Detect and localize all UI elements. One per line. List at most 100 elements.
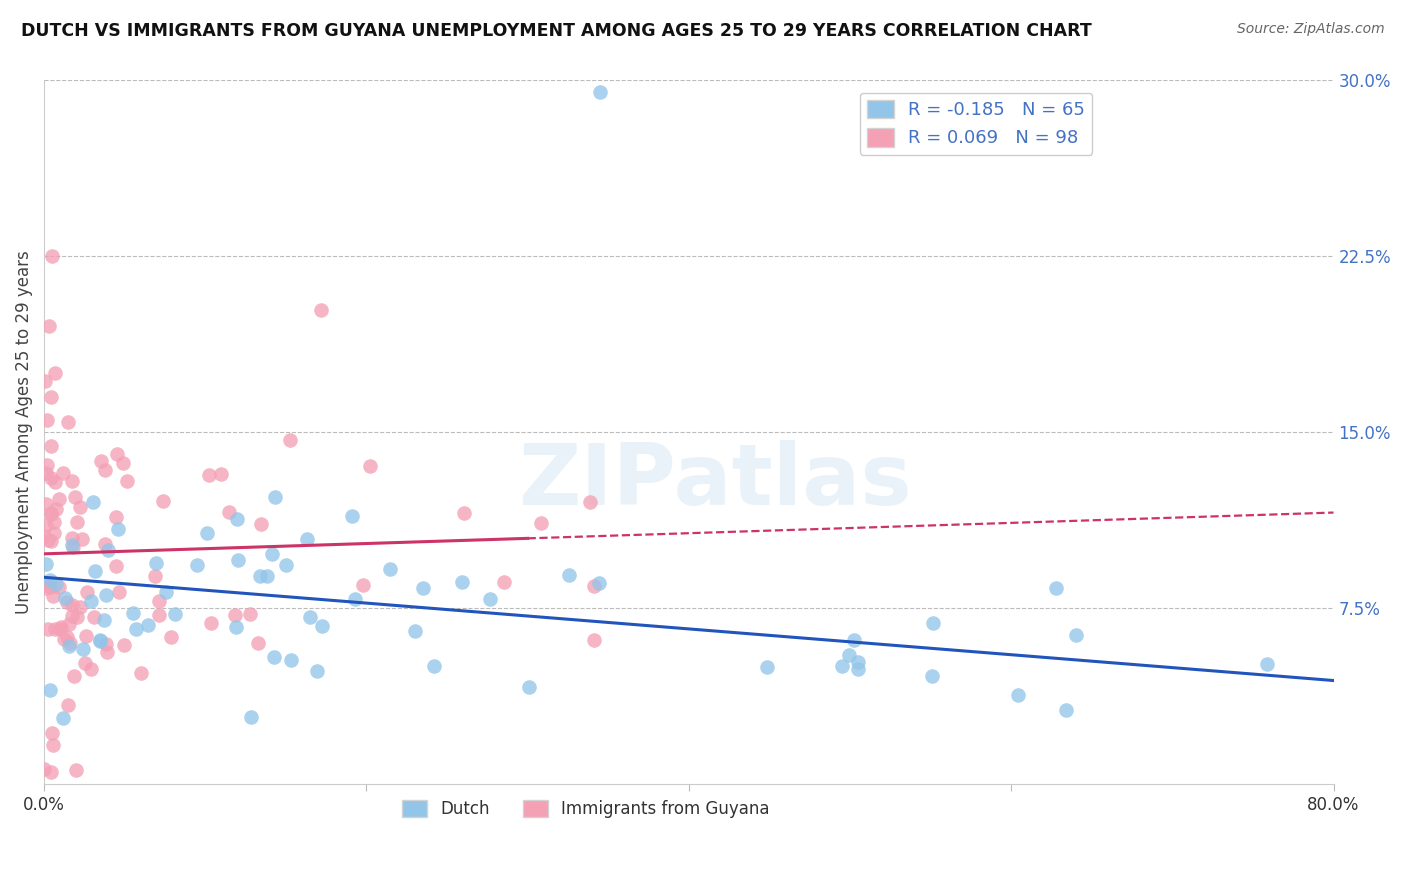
Point: [589, 85, 612, 99]
Point: [307, 664, 329, 678]
Legend: Dutch, Immigrants from Guyana: Dutch, Immigrants from Guyana: [395, 793, 776, 825]
Point: [58, 698, 80, 712]
Point: [39, 534, 62, 549]
Point: [93, 613, 115, 627]
Point: [37, 622, 59, 636]
Point: [453, 506, 475, 520]
Point: [195, 525, 218, 540]
Point: [83, 610, 105, 624]
Point: [582, 579, 605, 593]
Point: [423, 658, 446, 673]
Point: [65, 764, 87, 778]
Point: [73, 656, 96, 670]
Point: [89, 634, 111, 648]
Point: [209, 467, 232, 481]
Point: [412, 581, 434, 595]
Point: [378, 562, 401, 576]
Point: [45, 502, 67, 516]
Point: [238, 607, 260, 621]
Point: [197, 467, 219, 482]
Point: [152, 493, 174, 508]
Point: [76, 585, 98, 599]
Point: [55, 595, 77, 609]
Point: [1256, 657, 1278, 671]
Point: [39, 507, 62, 521]
Point: [48, 492, 70, 507]
Point: [44, 526, 66, 541]
Point: [32, 575, 55, 590]
Point: [41, 589, 63, 603]
Point: [112, 638, 135, 652]
Point: [65, 515, 87, 529]
Point: [59, 636, 82, 650]
Point: [1054, 703, 1077, 717]
Point: [359, 458, 381, 473]
Point: [145, 556, 167, 570]
Point: [39, 573, 62, 587]
Point: [588, 575, 610, 590]
Point: [117, 474, 139, 488]
Point: [838, 648, 860, 663]
Point: [63, 669, 86, 683]
Point: [39, 439, 62, 453]
Point: [108, 585, 131, 599]
Point: [922, 616, 945, 631]
Point: [160, 630, 183, 644]
Point: [79, 594, 101, 608]
Point: [225, 620, 247, 634]
Point: [148, 608, 170, 623]
Point: [37, 533, 59, 547]
Point: [34, 578, 56, 592]
Point: [34, 528, 56, 542]
Point: [58, 617, 80, 632]
Point: [89, 633, 111, 648]
Text: Source: ZipAtlas.com: Source: ZipAtlas.com: [1237, 22, 1385, 37]
Point: [226, 553, 249, 567]
Point: [311, 619, 333, 633]
Point: [39, 580, 62, 594]
Point: [52, 711, 75, 725]
Point: [38, 682, 60, 697]
Point: [41, 725, 63, 739]
Text: ZIPatlas: ZIPatlas: [517, 440, 911, 523]
Point: [51, 620, 73, 634]
Point: [249, 569, 271, 583]
Point: [451, 574, 474, 589]
Point: [56, 415, 79, 429]
Point: [1066, 628, 1088, 642]
Point: [112, 457, 135, 471]
Point: [224, 608, 246, 623]
Point: [58, 639, 80, 653]
Point: [35, 458, 58, 472]
Point: [39, 390, 62, 404]
Point: [309, 302, 332, 317]
Point: [96, 589, 118, 603]
Point: [218, 505, 240, 519]
Point: [143, 569, 166, 583]
Point: [226, 512, 249, 526]
Point: [60, 609, 83, 624]
Point: [340, 508, 363, 523]
Point: [35, 518, 58, 533]
Point: [34, 762, 56, 776]
Point: [39, 507, 62, 521]
Point: [262, 548, 284, 562]
Point: [53, 632, 76, 646]
Y-axis label: Unemployment Among Ages 25 to 29 years: Unemployment Among Ages 25 to 29 years: [15, 250, 32, 614]
Point: [582, 633, 605, 648]
Point: [35, 558, 58, 572]
Point: [72, 641, 94, 656]
Point: [492, 575, 515, 590]
Point: [122, 606, 145, 620]
Point: [69, 599, 91, 614]
Point: [404, 624, 426, 638]
Point: [93, 537, 115, 551]
Point: [579, 494, 602, 508]
Point: [34, 375, 56, 389]
Point: [263, 490, 285, 504]
Point: [34, 467, 56, 481]
Point: [49, 622, 72, 636]
Point: [53, 591, 76, 606]
Point: [41, 249, 63, 263]
Point: [295, 532, 318, 546]
